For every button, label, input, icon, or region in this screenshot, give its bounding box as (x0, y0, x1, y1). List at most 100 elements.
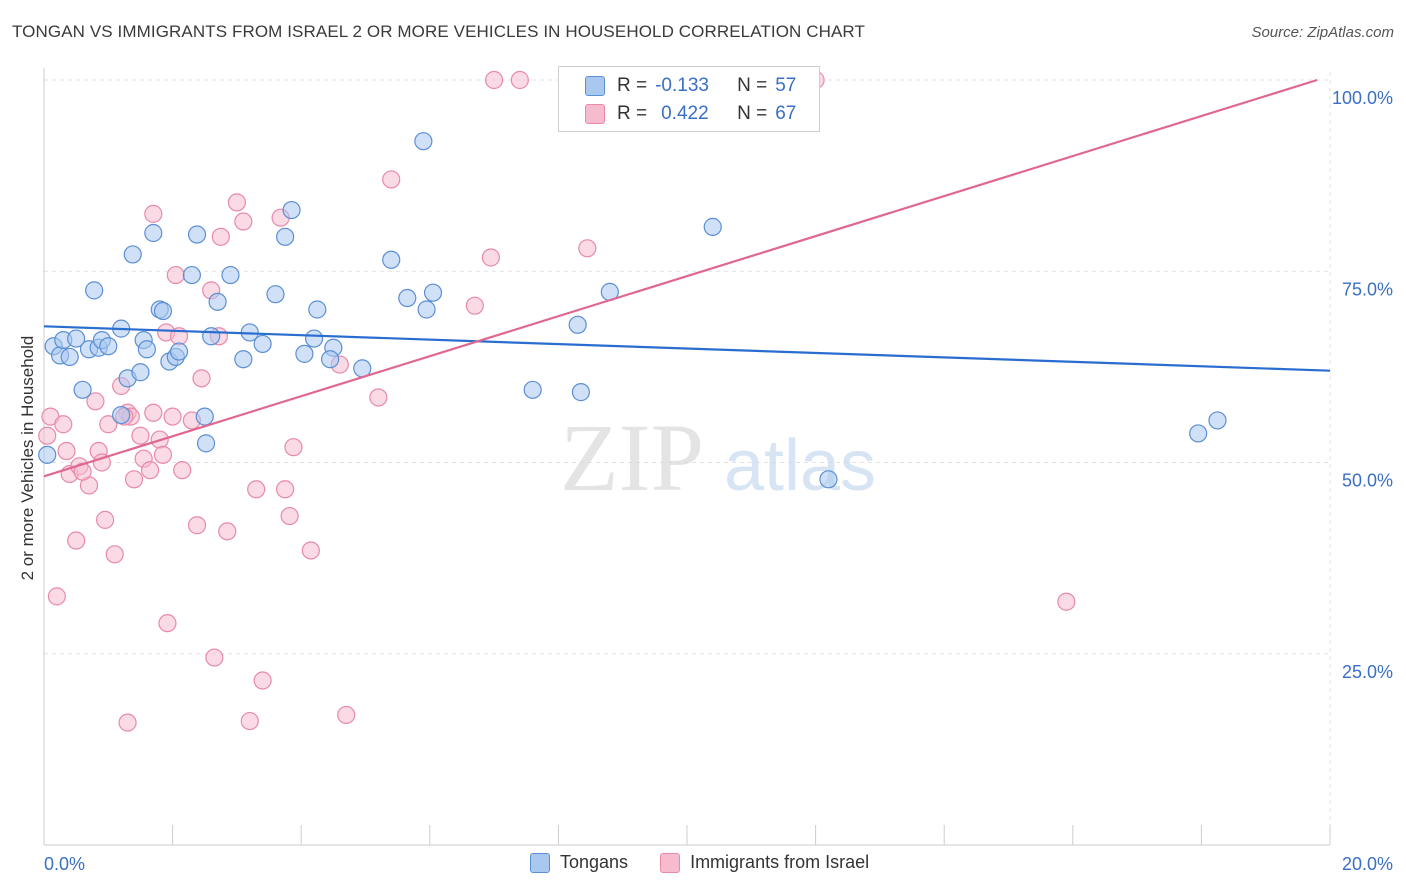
israel-point (99, 415, 118, 434)
source-label: Source: ZipAtlas.com (1251, 24, 1394, 41)
israel-point (481, 248, 500, 267)
tongans-legend-swatch (530, 852, 550, 873)
tongans-point (123, 245, 142, 264)
tongans-point (266, 285, 285, 304)
legend-label-israel: Immigrants from Israel (690, 852, 870, 872)
israel-point (153, 445, 173, 464)
israel-point (1057, 592, 1076, 611)
tongans-point (1189, 424, 1208, 443)
tongans-point (1208, 411, 1227, 430)
tongans-point (73, 380, 92, 399)
tongans-point (304, 329, 324, 348)
israel-point (369, 388, 388, 407)
tongans-point (571, 383, 591, 402)
y-tick-label: 25.0% (1342, 662, 1393, 682)
israel-swatch (585, 104, 605, 124)
israel-points (38, 70, 1076, 732)
israel-legend-swatch (660, 852, 681, 873)
tongans-point (568, 315, 587, 334)
x-tick-label-max: 20.0% (1342, 854, 1393, 874)
israel-point (211, 227, 230, 246)
israel-point (510, 70, 529, 90)
israel-point (465, 296, 484, 315)
israel-point (38, 426, 57, 445)
israel-point (276, 480, 295, 499)
tongans-point (253, 334, 272, 354)
legend-label-tongans: Tongans (560, 852, 629, 872)
watermark-atlas: atlas (724, 426, 876, 506)
tongans-point (276, 227, 295, 246)
bottom-legend: Tongans Immigrants from Israel (530, 852, 891, 873)
tongans-point (417, 300, 436, 319)
israel-point (144, 204, 163, 223)
stats-row-israel: R = 0.422 N = 67 (559, 101, 796, 127)
watermark-zip: ZIP (560, 404, 704, 511)
tongans-point (703, 217, 722, 236)
israel-point (284, 438, 303, 457)
israel-point (105, 545, 124, 564)
tongans-point (112, 405, 131, 425)
tongans-point (523, 380, 542, 399)
israel-point (227, 193, 246, 212)
israel-point (301, 541, 320, 560)
israel-point (337, 705, 356, 725)
tongans-trend-line (43, 325, 1331, 372)
tongans-point (282, 200, 301, 220)
watermark: ZIP atlas (560, 404, 876, 511)
tongans-point (85, 281, 104, 300)
stats-row-tongans: R = -0.133 N = 57 (559, 73, 796, 99)
israel-point (140, 461, 160, 480)
israel-n-value: 67 (775, 103, 797, 124)
tongans-point (321, 350, 340, 369)
tongans-point (99, 337, 118, 356)
n-label: N = (737, 103, 768, 124)
chart-title: TONGAN VS IMMIGRANTS FROM ISRAEL 2 OR MO… (12, 22, 865, 41)
tongans-point (308, 300, 327, 319)
tongans-n-value: 57 (775, 75, 797, 96)
tick-labels: 25.0% 50.0% 75.0% 100.0% 0.0% 20.0% (44, 88, 1393, 874)
tongans-point (196, 434, 216, 453)
israel-point (47, 587, 66, 606)
israel-point (240, 711, 259, 731)
x-tick-label-min: 0.0% (44, 854, 85, 874)
israel-point (124, 470, 144, 489)
tongans-point (67, 329, 86, 348)
israel-point (247, 480, 266, 499)
legend-item-israel: Immigrants from Israel (660, 852, 869, 873)
israel-point (54, 415, 73, 434)
tongans-swatch (585, 76, 605, 96)
israel-point (280, 506, 299, 526)
israel-point (218, 522, 237, 541)
y-tick-label: 75.0% (1342, 279, 1393, 299)
israel-point (163, 407, 182, 426)
israel-point (118, 713, 137, 732)
israel-point (166, 265, 185, 285)
r-label: R = (617, 75, 648, 96)
israel-point (234, 212, 253, 231)
tongans-point (208, 292, 227, 311)
israel-point (158, 614, 177, 633)
tongans-point (423, 283, 443, 302)
tongans-point (153, 301, 173, 321)
israel-r-value: 0.422 (661, 103, 709, 124)
israel-point (187, 516, 207, 535)
tongans-point (131, 363, 150, 382)
tongans-point (382, 250, 401, 269)
israel-point (578, 239, 597, 258)
israel-point (92, 453, 111, 472)
israel-trend-line (43, 78, 1318, 478)
tongans-point (144, 223, 163, 243)
israel-point (95, 510, 115, 529)
tongans-point (169, 342, 189, 361)
y-tick-label: 50.0% (1342, 471, 1393, 491)
israel-point (173, 461, 192, 480)
tongans-point (234, 350, 253, 369)
tongans-point (195, 407, 214, 426)
stats-legend: R = -0.133 N = 57 R = 0.422 N = 67 (558, 66, 820, 132)
tongans-point (819, 470, 838, 489)
israel-point (86, 392, 105, 411)
y-tick-label: 100.0% (1332, 88, 1393, 108)
tongans-point (221, 265, 240, 285)
legend-item-tongans: Tongans (530, 852, 628, 873)
